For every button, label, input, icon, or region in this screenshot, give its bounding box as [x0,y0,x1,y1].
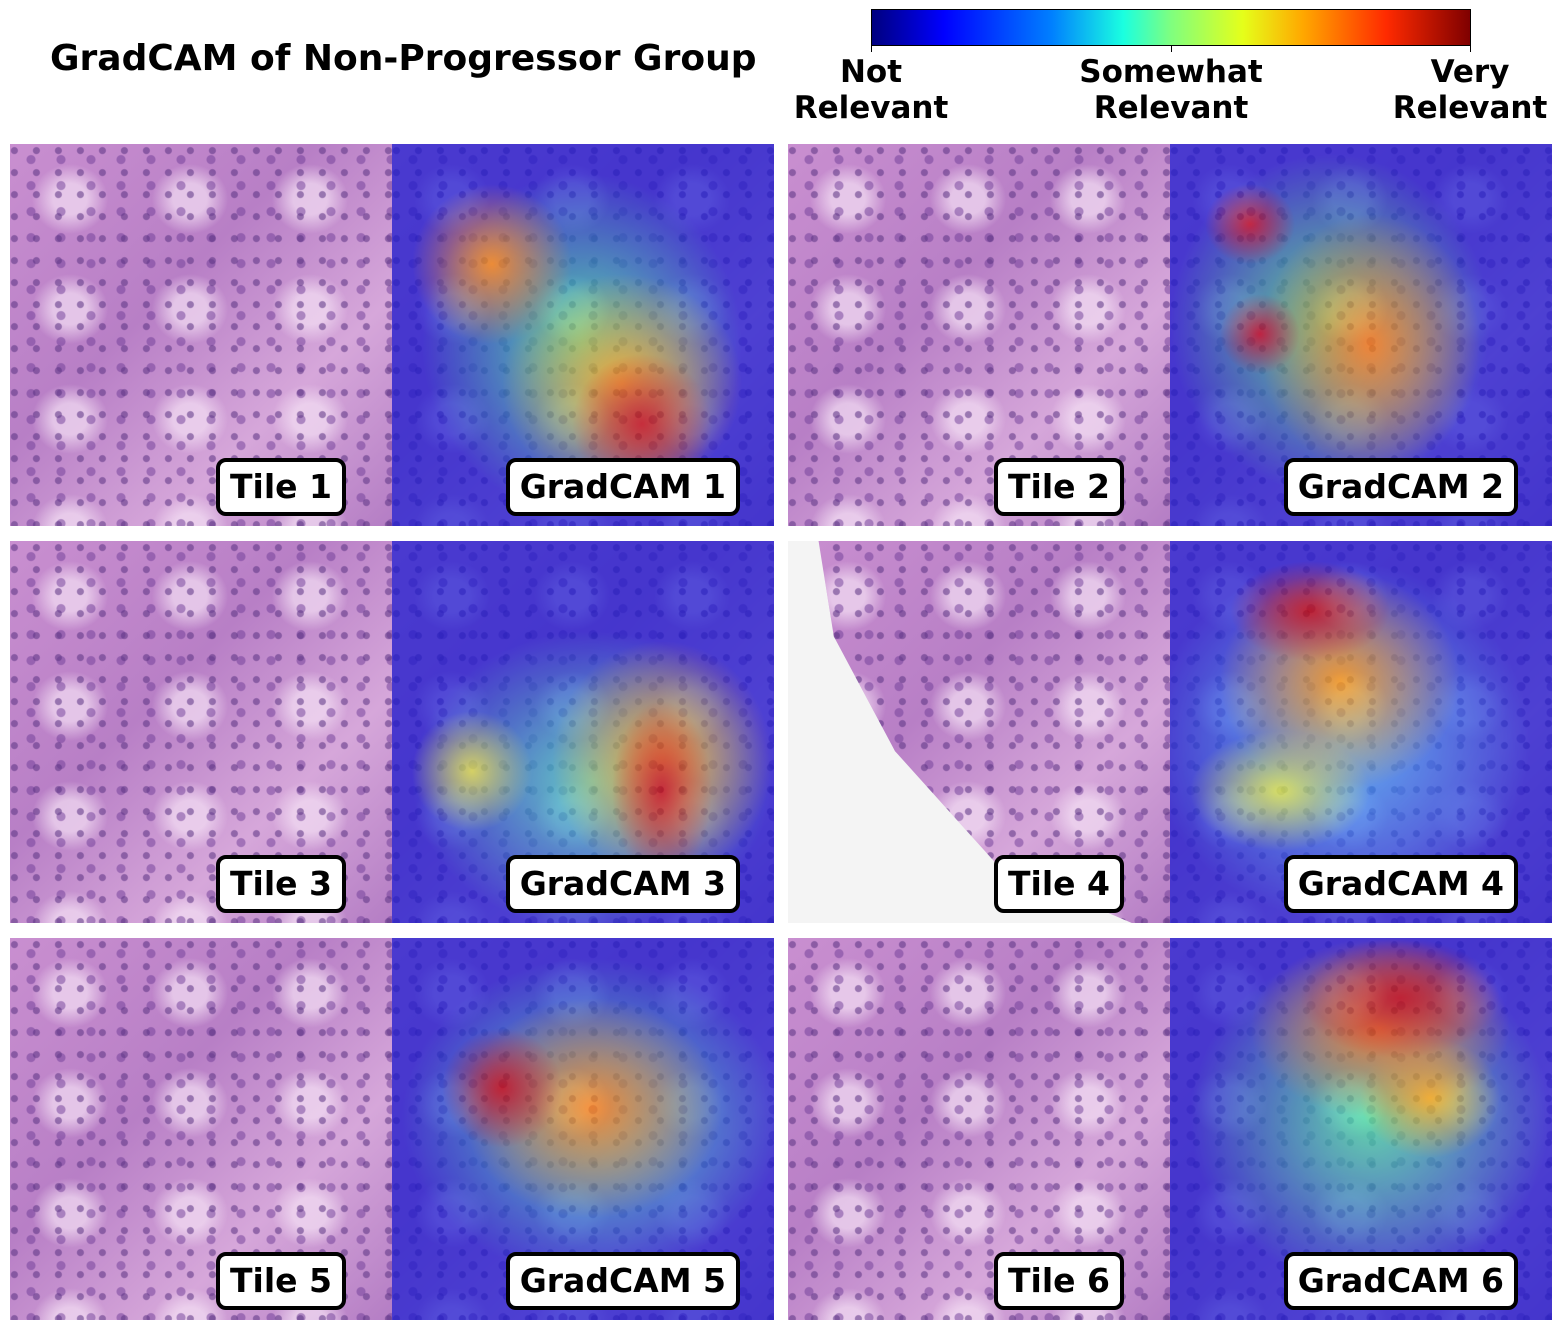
gradcam-label: GradCAM 3 [505,855,740,913]
histology-tile-1: Tile 1 [10,144,392,526]
colorbar-tick-high [1470,46,1471,52]
relevance-colorbar [871,9,1471,46]
tile-label: Tile 5 [216,1252,346,1310]
colorbar-label-mid: Somewhat Relevant [1079,54,1263,126]
gradcam-tile-2: GradCAM 2 [1170,144,1552,526]
gradcam-tile-5: GradCAM 5 [392,938,774,1320]
colorbar-label-high: Very Relevant [1392,54,1548,126]
histology-tile-5: Tile 5 [10,938,392,1320]
colorbar-label-low: Not Relevant [793,54,949,126]
tile-label: Tile 2 [994,458,1124,516]
gradcam-tile-3: GradCAM 3 [392,541,774,923]
gradcam-label: GradCAM 2 [1283,458,1518,516]
histology-tile-3: Tile 3 [10,541,392,923]
gradcam-label: GradCAM 4 [1283,855,1518,913]
gradcam-tile-1: GradCAM 1 [392,144,774,526]
gradcam-label: GradCAM 5 [505,1252,740,1310]
tile-label: Tile 1 [216,458,346,516]
gradcam-tile-6: GradCAM 6 [1170,938,1552,1320]
colorbar-tick-low [871,46,872,52]
gradcam-label: GradCAM 1 [505,458,740,516]
colorbar-tick-mid [1171,46,1172,52]
histology-tile-2: Tile 2 [788,144,1170,526]
gradcam-label: GradCAM 6 [1283,1252,1518,1310]
histology-tile-4: Tile 4 [788,541,1170,923]
tile-label: Tile 3 [216,855,346,913]
tile-label: Tile 4 [994,855,1124,913]
tile-label: Tile 6 [994,1252,1124,1310]
histology-tile-6: Tile 6 [788,938,1170,1320]
gradcam-tile-4: GradCAM 4 [1170,541,1552,923]
figure-title: GradCAM of Non-Progressor Group [50,38,757,79]
